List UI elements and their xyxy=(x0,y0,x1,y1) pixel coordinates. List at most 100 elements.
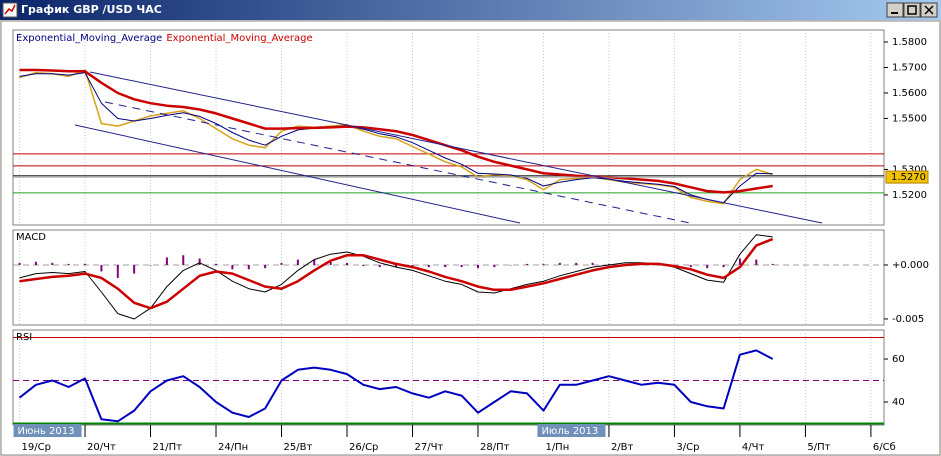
x-tick-label: 1/Пн xyxy=(545,442,569,453)
histogram-bar xyxy=(689,264,692,268)
month-label: Июнь 2013 xyxy=(18,426,75,437)
series-line xyxy=(18,349,774,423)
histogram-bar xyxy=(165,257,168,265)
histogram-bar xyxy=(215,263,218,265)
title-bar xyxy=(0,0,941,20)
series-line xyxy=(19,237,774,310)
histogram-bar xyxy=(329,261,332,265)
panel xyxy=(12,29,885,226)
y-tick-label: 1.5700 xyxy=(892,62,927,73)
channel-upper xyxy=(89,71,823,224)
panel-plot xyxy=(13,330,884,425)
x-tick-label: 24/Пн xyxy=(218,442,248,453)
y-tick-label: 1.5800 xyxy=(892,37,927,48)
histogram-bar xyxy=(296,259,299,265)
histogram-bar xyxy=(706,264,709,269)
x-tick-label: 26/Ср xyxy=(349,442,378,453)
histogram-bar xyxy=(526,263,529,265)
x-tick-label: 25/Вт xyxy=(284,442,313,453)
x-tick-label: 4/Чт xyxy=(742,442,765,453)
x-tick-label: 19/Ср xyxy=(22,442,51,453)
y-tick-label: 1.5300 xyxy=(892,164,927,175)
minimize-button[interactable] xyxy=(886,2,904,18)
series-line xyxy=(19,69,773,205)
y-tick-label: -0.005 xyxy=(892,314,924,325)
histogram-bar xyxy=(542,263,545,265)
trend-channel xyxy=(74,71,823,224)
y-tick-label: 1.5200 xyxy=(892,190,927,201)
histogram-bar xyxy=(362,264,365,267)
histogram-bar xyxy=(771,263,774,265)
current-price-label: 1.5270 xyxy=(891,172,926,183)
maximize-button[interactable] xyxy=(903,2,921,18)
histogram-bar xyxy=(116,264,119,278)
panel-plot xyxy=(13,30,884,225)
x-tick-label: 5/Пт xyxy=(807,442,830,453)
x-tick-label: 27/Чт xyxy=(414,442,443,453)
x-tick-label: 2/Вт xyxy=(611,442,634,453)
y-tick-label: 1.5600 xyxy=(892,88,927,99)
histogram-bar xyxy=(149,264,152,266)
histogram-bar xyxy=(280,262,283,265)
histogram-bar xyxy=(427,264,430,268)
window-title: График GBP /USD ЧАС xyxy=(21,3,162,16)
channel-middle xyxy=(104,101,691,224)
month-label-box xyxy=(537,424,606,437)
y-tick-label: 1.5500 xyxy=(892,113,927,124)
panel xyxy=(12,329,885,426)
histogram-bar xyxy=(591,262,594,265)
histogram-bar xyxy=(607,263,610,265)
histogram-bar xyxy=(67,263,70,265)
legend-entry: Exponential_Moving_Average xyxy=(16,33,162,44)
histogram-bar xyxy=(51,262,54,265)
window-icon-glyph xyxy=(4,4,16,15)
y-tick-label: 40 xyxy=(892,397,905,408)
histogram-bar xyxy=(198,258,201,265)
panel-plot xyxy=(13,230,884,325)
series-line xyxy=(19,68,773,194)
histogram-bar xyxy=(133,264,136,274)
window-buttons[interactable] xyxy=(886,2,938,18)
histogram-bar xyxy=(34,261,37,265)
panel-title: RSI xyxy=(16,332,32,343)
panel-title: MACD xyxy=(16,232,46,243)
histogram-bar xyxy=(558,262,561,265)
histogram-bar xyxy=(313,259,316,265)
histogram-bar xyxy=(738,258,741,265)
histogram-bar xyxy=(247,264,250,270)
maximize-glyph xyxy=(907,5,917,15)
histogram-bar xyxy=(575,262,578,265)
histogram-bar xyxy=(460,264,463,268)
histogram-bar xyxy=(378,264,381,268)
x-tick-label: 3/Ср xyxy=(676,442,699,453)
histogram-bar xyxy=(722,264,725,268)
channel-lower xyxy=(74,124,521,224)
x-tick-label: 6/Сб xyxy=(873,442,896,453)
histogram-bar xyxy=(755,259,758,265)
histogram-bar xyxy=(18,262,21,265)
chart-layers: 1.5800 1.5700 1.5600 1.5500 1.5300 1.5200 Expo… xyxy=(12,29,929,453)
close-glyph xyxy=(924,5,934,15)
histogram-bar xyxy=(100,264,103,272)
y-tick-label: +0.000 xyxy=(892,260,929,271)
histogram-bar xyxy=(84,263,87,265)
histogram-bar xyxy=(509,264,512,266)
legend-entry: Exponential_Moving_Average xyxy=(166,33,312,44)
histogram-bar xyxy=(657,264,660,266)
histogram-bar xyxy=(476,264,479,269)
x-tick-label: 20/Чт xyxy=(87,442,116,453)
month-label: Июль 2013 xyxy=(541,426,598,437)
month-label-box xyxy=(13,424,82,437)
y-tick-label: 60 xyxy=(892,354,905,365)
x-tick-label: 21/Пт xyxy=(153,442,183,453)
histogram-bar xyxy=(345,262,348,265)
series-line xyxy=(19,72,773,204)
histogram-bar xyxy=(395,264,398,268)
x-tick-label: 28/Пт xyxy=(480,442,510,453)
histogram-bar xyxy=(264,264,267,269)
histogram-bar xyxy=(444,264,447,268)
histogram-bar xyxy=(231,264,234,270)
current-price-box xyxy=(885,170,929,184)
histogram-bar xyxy=(493,264,496,268)
